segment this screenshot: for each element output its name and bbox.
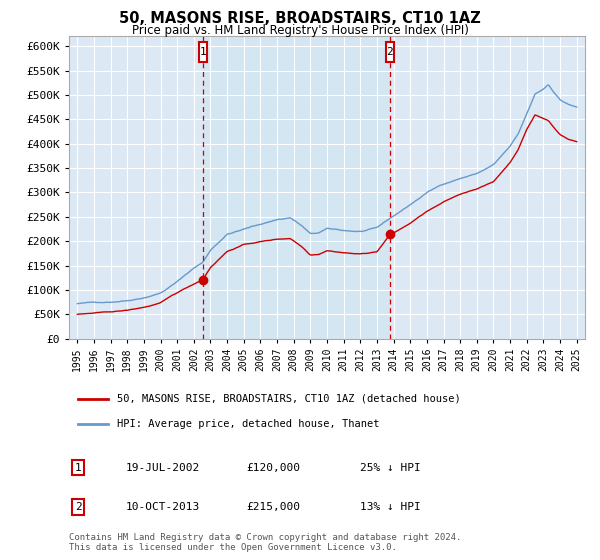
Text: 50, MASONS RISE, BROADSTAIRS, CT10 1AZ: 50, MASONS RISE, BROADSTAIRS, CT10 1AZ (119, 11, 481, 26)
Bar (386, 42, 394, 62)
Text: 2: 2 (74, 502, 82, 512)
Text: Price paid vs. HM Land Registry's House Price Index (HPI): Price paid vs. HM Land Registry's House … (131, 24, 469, 36)
Text: 1: 1 (74, 463, 82, 473)
Text: 1: 1 (200, 47, 206, 57)
Text: 2: 2 (386, 47, 393, 57)
Text: 50, MASONS RISE, BROADSTAIRS, CT10 1AZ (detached house): 50, MASONS RISE, BROADSTAIRS, CT10 1AZ (… (116, 394, 460, 404)
Text: 25% ↓ HPI: 25% ↓ HPI (360, 463, 421, 473)
Text: HPI: Average price, detached house, Thanet: HPI: Average price, detached house, Than… (116, 419, 379, 430)
Text: £215,000: £215,000 (246, 502, 300, 512)
Text: 10-OCT-2013: 10-OCT-2013 (126, 502, 200, 512)
Text: 13% ↓ HPI: 13% ↓ HPI (360, 502, 421, 512)
Text: Contains HM Land Registry data © Crown copyright and database right 2024.: Contains HM Land Registry data © Crown c… (69, 533, 461, 542)
Text: 19-JUL-2002: 19-JUL-2002 (126, 463, 200, 473)
Text: This data is licensed under the Open Government Licence v3.0.: This data is licensed under the Open Gov… (69, 543, 397, 552)
Bar (199, 42, 207, 62)
Text: £120,000: £120,000 (246, 463, 300, 473)
Bar (203, 36, 390, 339)
